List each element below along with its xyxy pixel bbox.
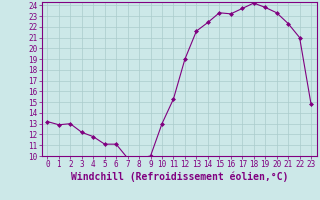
X-axis label: Windchill (Refroidissement éolien,°C): Windchill (Refroidissement éolien,°C) [70, 172, 288, 182]
